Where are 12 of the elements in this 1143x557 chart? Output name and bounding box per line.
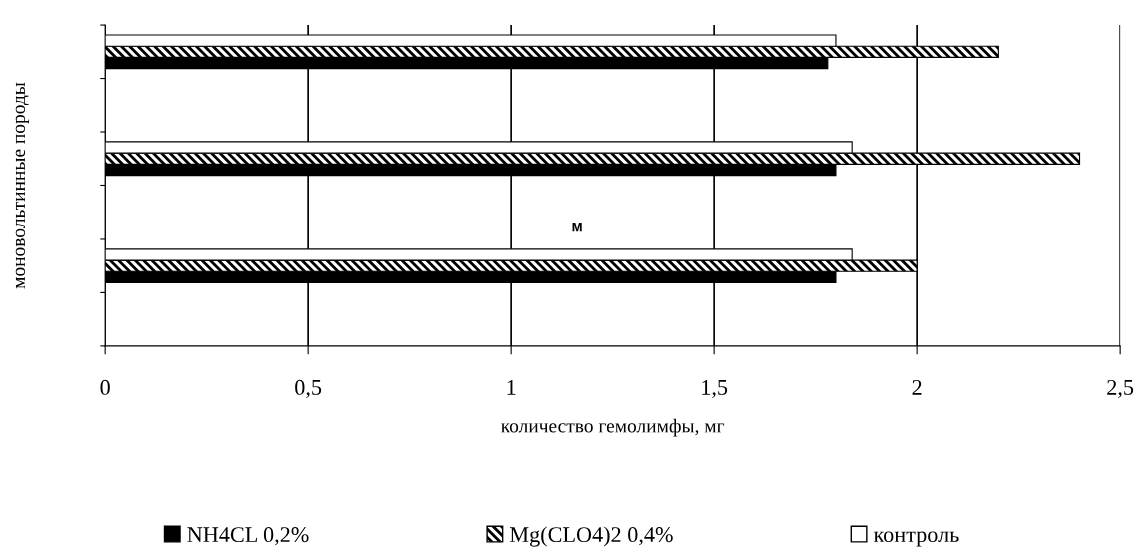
x-tick-label: 1,5 — [702, 379, 728, 399]
legend-label: NH4CL 0,2% — [187, 527, 309, 546]
x-tick-label: 2 — [912, 379, 922, 395]
annotation: м — [572, 223, 582, 232]
x-tick-label: 2,5 — [1107, 379, 1134, 399]
legend-label: контроль — [873, 531, 959, 547]
legend-label: Mg(CLO4)2 0,4% — [509, 526, 673, 547]
y-axis-title: моновольтинные породы — [15, 82, 30, 289]
x-tick-label: 1 — [507, 379, 516, 395]
x-tick-label: 0,5 — [295, 379, 322, 399]
x-tick-label: 0 — [100, 379, 110, 395]
x-axis-title: количество гемолимфы, мг — [501, 418, 725, 437]
